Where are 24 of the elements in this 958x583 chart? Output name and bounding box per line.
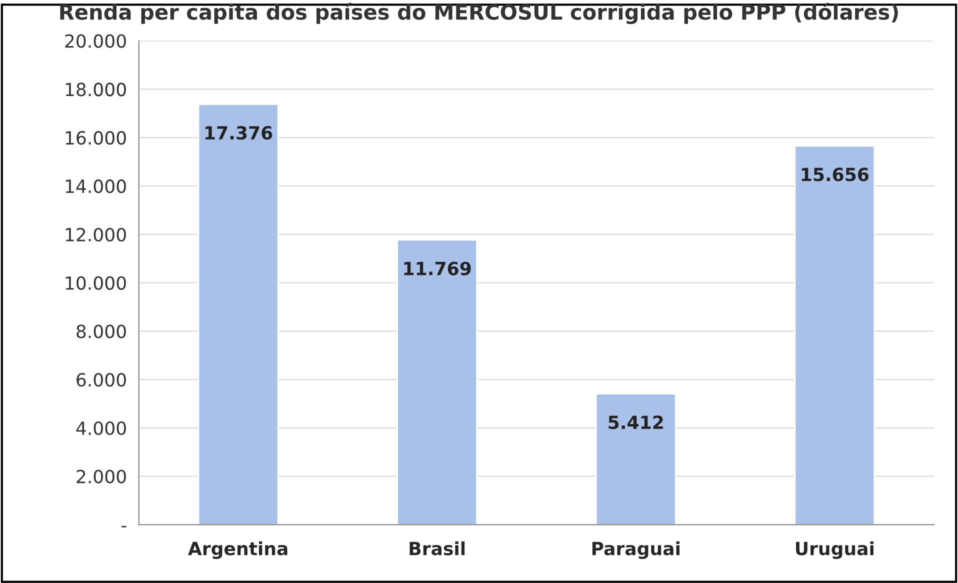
bar xyxy=(595,393,676,525)
y-tick-label: 4.000 xyxy=(76,421,126,436)
x-tick-label: Argentina xyxy=(188,541,288,559)
y-tick-label: 10.000 xyxy=(66,276,126,290)
y-tick-label: 6.000 xyxy=(76,372,126,387)
x-tick-label: Brasil xyxy=(410,541,465,556)
x-tick-label: Paraguai xyxy=(592,541,680,559)
bar xyxy=(794,145,876,525)
y-tick-label: 12.000 xyxy=(66,228,126,242)
y-tick-label: 14.000 xyxy=(66,179,126,194)
x-tick-label: Uruguai xyxy=(796,541,874,559)
data-label: 11.769 xyxy=(404,262,471,276)
data-label: 17.376 xyxy=(206,126,272,140)
y-tick-label: 2.000 xyxy=(76,470,126,484)
y-tick-label: - xyxy=(121,526,126,528)
chart-title: Renda per capita dos países do MERCOSUL corrigida pelo PPP (dólares) xyxy=(60,2,898,24)
y-tick-label: 8.000 xyxy=(76,324,126,338)
bar xyxy=(198,104,279,525)
bar xyxy=(396,239,478,525)
y-tick-label: 18.000 xyxy=(66,82,126,96)
data-label: 5.412 xyxy=(608,415,663,430)
y-tick-label: 20.000 xyxy=(65,34,126,48)
data-label: 15.656 xyxy=(802,168,869,182)
y-tick-label: 16.000 xyxy=(66,131,126,145)
